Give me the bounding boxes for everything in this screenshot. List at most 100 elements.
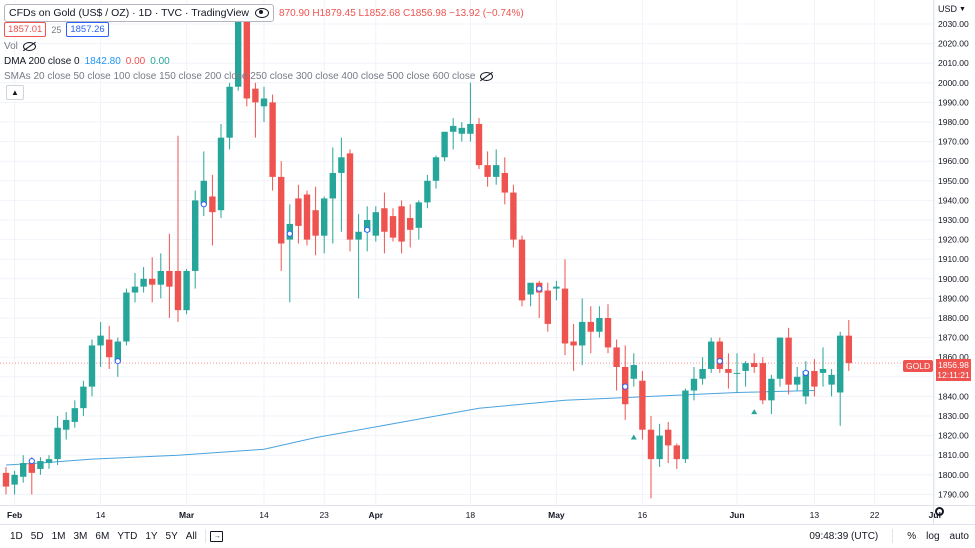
candle (80, 380, 87, 416)
y-tick-label: 1800.00 (938, 470, 969, 480)
date-range-icon[interactable]: → (209, 530, 223, 542)
candle-body (192, 200, 199, 271)
candle-body (209, 196, 216, 213)
candle (613, 339, 620, 391)
candle (837, 331, 844, 426)
candle (673, 443, 680, 469)
y-tick-label: 1990.00 (938, 97, 969, 107)
candle (346, 149, 354, 252)
dma-legend: DMA 200 close 0 1842.80 0.00 0.00 (4, 56, 170, 67)
y-tick-label: 1820.00 (938, 431, 969, 441)
candle (166, 233, 173, 318)
candle-body (200, 180, 207, 205)
candle (329, 147, 336, 244)
candle-body (527, 282, 534, 295)
candle-body (432, 157, 440, 181)
clock-time[interactable]: 09:48:39 (UTC) (809, 530, 879, 542)
last-price-label: 1856.98 12:11:21 (936, 359, 971, 381)
candle-body (450, 125, 457, 132)
gear-icon[interactable] (935, 507, 944, 516)
candle (708, 337, 715, 373)
ask-price[interactable]: 1857.26 (66, 22, 109, 37)
y-tick-label: 1910.00 (938, 254, 969, 264)
candle (278, 161, 285, 271)
last-price-value: 1856.98 (938, 360, 969, 370)
candle (37, 457, 44, 475)
y-tick-label: 1890.00 (938, 293, 969, 303)
candle-body (768, 378, 775, 401)
candle-body (596, 318, 603, 332)
symbol-title-box[interactable]: CFDs on Gold (US$ / OZ) · 1D · TVC · Tra… (4, 4, 275, 22)
symbol-tag: GOLD (903, 360, 934, 372)
candle (114, 337, 121, 377)
candle-body (295, 198, 302, 226)
percent-toggle[interactable]: % (907, 530, 917, 542)
candle-body (131, 286, 139, 293)
candle (759, 357, 766, 405)
candle (725, 353, 732, 389)
y-tick-label: 2010.00 (938, 58, 969, 68)
currency-selector[interactable]: USD ▼ (938, 4, 966, 14)
tf-1y[interactable]: 1Y (145, 530, 158, 542)
candle (295, 184, 302, 244)
candle-body (510, 192, 517, 240)
tf-6m[interactable]: 6M (95, 530, 110, 542)
x-tick-label: 23 (319, 510, 329, 520)
dma-value-2: 0.00 (125, 56, 146, 67)
candle-body (639, 380, 646, 430)
signal-circle-marker (286, 230, 293, 237)
candle-body (458, 127, 465, 134)
volume-legend: Vol (4, 41, 36, 52)
candle (303, 190, 311, 246)
candle-body (278, 176, 285, 244)
dma-label: DMA 200 close 0 (4, 56, 80, 67)
candle-body (398, 206, 405, 242)
candle-body (114, 341, 121, 362)
candle-body (63, 419, 70, 430)
candle (751, 353, 758, 373)
candle (604, 304, 612, 354)
eye-off-icon[interactable] (480, 72, 494, 81)
auto-toggle[interactable]: auto (949, 530, 969, 542)
candle-body (157, 270, 164, 285)
candle (596, 306, 603, 338)
tf-ytd[interactable]: YTD (117, 530, 138, 542)
ohlc-values: 870.90 H1879.45 L1852.68 C1856.98 −13.92… (279, 7, 524, 19)
eye-icon[interactable] (255, 8, 270, 18)
candle-body (149, 278, 156, 285)
candle (493, 149, 500, 185)
tf-3m[interactable]: 3M (73, 530, 88, 542)
y-tick-label: 1810.00 (938, 450, 969, 460)
bid-price[interactable]: 1857.01 (4, 22, 47, 37)
dma-200-path (5, 390, 815, 466)
tf-1d[interactable]: 1D (10, 530, 23, 542)
candle-body (415, 202, 422, 228)
tf-5y[interactable]: 5Y (165, 530, 178, 542)
candle (131, 272, 139, 303)
candle (407, 204, 414, 248)
y-tick-label: 1970.00 (938, 137, 969, 147)
log-toggle[interactable]: log (926, 530, 940, 542)
candle (733, 353, 741, 393)
tf-all[interactable]: All (185, 530, 197, 542)
candle-body (570, 341, 577, 346)
signal-triangle-marker (751, 409, 758, 415)
candle-body (372, 212, 379, 236)
candle-body (553, 286, 560, 289)
eye-off-icon[interactable] (22, 42, 36, 51)
tf-1m[interactable]: 1M (51, 530, 66, 542)
y-tick-label: 1790.00 (938, 489, 969, 499)
collapse-legend-button[interactable]: ▲ (6, 85, 24, 100)
candle (828, 368, 835, 397)
signal-triangle-marker (630, 434, 637, 440)
candle (441, 131, 448, 162)
tf-5d[interactable]: 5D (30, 530, 44, 542)
x-tick-label: 13 (810, 510, 820, 520)
candle-body (665, 429, 672, 446)
candle-body (484, 165, 491, 177)
candle-body (174, 270, 182, 311)
candle (432, 155, 440, 189)
candle-body (751, 363, 758, 367)
candle-body (389, 216, 397, 238)
